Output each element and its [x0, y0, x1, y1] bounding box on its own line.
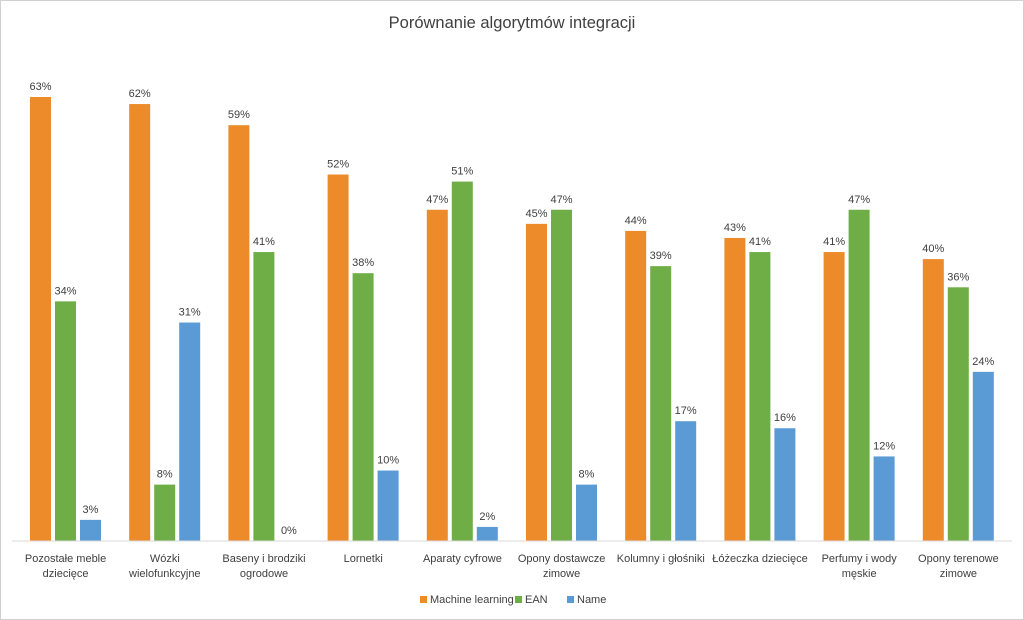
- data-label-name: 31%: [179, 307, 201, 319]
- data-label-ean: 47%: [848, 194, 870, 206]
- bar-machine-learning: [724, 237, 746, 541]
- category-label: zimowe: [543, 568, 580, 580]
- bar-name: [80, 519, 101, 541]
- bar-name: [675, 421, 697, 541]
- data-label-ean: 47%: [550, 194, 572, 206]
- data-label-name: 2%: [479, 511, 495, 523]
- bar-ean: [154, 484, 176, 541]
- bar-machine-learning: [30, 97, 51, 541]
- category-label: Perfumy i wody: [822, 553, 898, 565]
- data-label-ean: 34%: [54, 285, 76, 297]
- legend-swatch-ean: [515, 596, 522, 603]
- bar-machine-learning: [327, 174, 349, 541]
- bar-ean: [650, 266, 672, 541]
- category-label: Opony dostawcze: [518, 553, 605, 565]
- data-label-machine-learning: 43%: [724, 222, 746, 234]
- bar-ean: [749, 252, 771, 542]
- legend-label-ean: EAN: [525, 594, 548, 606]
- data-label-ean: 41%: [749, 236, 771, 248]
- data-label-ean: 38%: [352, 257, 374, 269]
- data-label-name: 3%: [83, 504, 99, 516]
- data-label-name: 8%: [579, 469, 595, 481]
- category-label: Aparaty cyfrowe: [423, 553, 502, 565]
- bar-ean: [947, 287, 969, 541]
- bar-name: [377, 470, 399, 541]
- bar-name: [873, 456, 895, 541]
- data-label-name: 0%: [281, 525, 297, 537]
- legend-swatch-machine-learning: [420, 596, 427, 603]
- legend-label-machine-learning: Machine learning: [430, 594, 514, 606]
- data-label-machine-learning: 62%: [129, 88, 151, 100]
- data-label-machine-learning: 52%: [327, 159, 349, 171]
- bar-name: [774, 428, 796, 541]
- bar-ean: [55, 301, 76, 541]
- category-label: Opony terenowe: [918, 553, 999, 565]
- data-label-ean: 39%: [650, 250, 672, 262]
- legend-label-name: Name: [577, 594, 606, 606]
- bar-machine-learning: [129, 104, 151, 542]
- data-label-machine-learning: 63%: [29, 81, 51, 93]
- bar-ean: [848, 209, 870, 541]
- category-label: Baseny i brodziki: [222, 553, 305, 565]
- data-label-machine-learning: 40%: [922, 243, 944, 255]
- bar-ean: [451, 181, 473, 542]
- category-label: zimowe: [940, 568, 977, 580]
- bar-machine-learning: [426, 209, 448, 541]
- data-label-machine-learning: 44%: [625, 215, 647, 227]
- category-label: Pozostałe meble: [25, 553, 106, 565]
- bar-ean: [352, 273, 374, 541]
- bar-ean: [253, 252, 275, 542]
- category-label: ogrodowe: [240, 568, 288, 580]
- data-label-machine-learning: 59%: [228, 109, 250, 121]
- category-labels: Pozostałe meble dziecięce Wózki wielofunkcy…: [25, 553, 999, 580]
- bar-name: [476, 526, 498, 541]
- bar-machine-learning: [228, 125, 250, 541]
- data-label-name: 24%: [972, 356, 994, 368]
- data-label-ean: 41%: [253, 236, 275, 248]
- data-label-name: 12%: [873, 440, 895, 452]
- data-label-name: 10%: [377, 455, 399, 467]
- data-label-name: 17%: [675, 405, 697, 417]
- data-label-ean: 8%: [157, 469, 173, 481]
- category-label: Wózki: [150, 553, 180, 565]
- data-label-machine-learning: 45%: [525, 208, 547, 220]
- bar-name: [576, 484, 597, 541]
- data-label-machine-learning: 47%: [426, 194, 448, 206]
- data-label-ean: 36%: [947, 271, 969, 283]
- category-label: męskie: [842, 568, 877, 580]
- data-label-ean: 51%: [451, 166, 473, 178]
- bar-name: [179, 322, 201, 541]
- bar-machine-learning: [922, 259, 944, 541]
- bar-machine-learning: [823, 252, 845, 542]
- legend-swatch-name: [567, 596, 574, 603]
- category-label: wielofunkcyjne: [128, 568, 201, 580]
- bar-machine-learning: [526, 223, 547, 541]
- data-label-name: 16%: [774, 412, 796, 424]
- bars-group: 63% 34% 3% 62% 8% 31% 59% 41% 0% 52% 38% 10% 47% 51% 2…: [29, 81, 995, 542]
- bar-machine-learning: [625, 230, 647, 541]
- category-label: Kolumny i głośniki: [617, 553, 705, 565]
- category-label: dziecięce: [43, 568, 89, 580]
- chart-title: Porównanie algorytmów integracji: [389, 14, 636, 32]
- category-label: Lornetki: [344, 553, 383, 565]
- data-label-machine-learning: 41%: [823, 236, 845, 248]
- category-label: Łóżeczka dziecięce: [712, 553, 807, 565]
- bar-name: [972, 371, 994, 541]
- bar-ean: [551, 209, 572, 541]
- legend: Machine learning EAN Name: [420, 594, 606, 606]
